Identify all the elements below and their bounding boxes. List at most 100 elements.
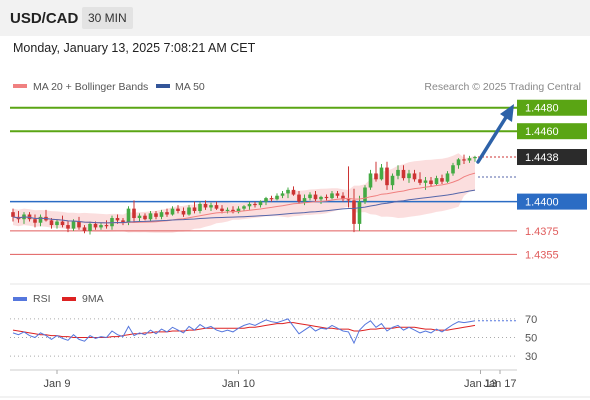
candle-body xyxy=(330,193,334,199)
ma9-legend-label: 9MA xyxy=(82,293,104,305)
candle-body xyxy=(302,198,307,202)
rsi-tick-label: 50 xyxy=(525,333,537,345)
x-tick-label: Jan 9 xyxy=(44,378,71,390)
candle-body xyxy=(27,214,32,220)
candle-body xyxy=(423,180,428,183)
candle-body xyxy=(214,205,219,209)
last-price-label: 1.4438 xyxy=(525,152,559,164)
candle-body xyxy=(148,213,153,220)
ma50-legend-label: MA 50 xyxy=(175,81,205,93)
support-label: 1.4375 xyxy=(525,226,559,238)
symbol-title: USD/CAD xyxy=(10,10,79,27)
candle-body xyxy=(115,218,120,221)
candle-body xyxy=(38,216,43,223)
candle-body xyxy=(198,203,202,211)
candle-body xyxy=(313,194,318,200)
candle-body xyxy=(269,198,274,200)
candle-body xyxy=(275,195,279,200)
ma9-line xyxy=(12,322,476,338)
support-label: 1.4355 xyxy=(525,249,559,261)
candle-body xyxy=(445,173,450,182)
candle-body xyxy=(297,194,301,202)
candle-body xyxy=(418,179,422,183)
candle-body xyxy=(77,221,81,228)
candle-body xyxy=(93,223,98,228)
candle-body xyxy=(159,212,164,217)
candle-body xyxy=(132,208,136,219)
candle-body xyxy=(462,159,466,161)
candle-body xyxy=(247,203,252,207)
bb-legend-swatch xyxy=(13,84,27,88)
candle-body xyxy=(203,203,208,208)
candle-body xyxy=(264,198,268,202)
candle-body xyxy=(82,227,87,231)
resistance-label: 1.4480 xyxy=(525,103,559,115)
candle-body xyxy=(231,209,235,213)
candle-body xyxy=(99,225,103,228)
candle-body xyxy=(71,221,76,229)
rsi-legend-label: RSI xyxy=(33,293,51,305)
candle-body xyxy=(165,212,169,215)
x-tick-label: Jan 17 xyxy=(483,378,516,390)
candle-body xyxy=(374,173,378,180)
candle-body xyxy=(467,158,472,161)
candle-body xyxy=(440,178,444,182)
timestamp: Monday, January 13, 2025 7:08:21 AM CET xyxy=(13,41,256,55)
candle-body xyxy=(176,208,180,211)
candle-body xyxy=(88,223,92,231)
candle-body xyxy=(357,201,362,224)
candle-body xyxy=(308,194,312,199)
x-tick-label: Jan 10 xyxy=(222,378,255,390)
forecast-arrow xyxy=(476,112,510,164)
candle-body xyxy=(401,169,406,179)
rsi-legend-swatch xyxy=(13,297,27,301)
candle-body xyxy=(473,157,477,159)
candle-body xyxy=(104,225,109,227)
bollinger-band-area xyxy=(13,153,475,233)
candle-body xyxy=(379,167,384,180)
candle-body xyxy=(407,173,411,179)
ma50-legend-swatch xyxy=(156,84,170,88)
candle-body xyxy=(280,193,285,196)
candle-body xyxy=(341,195,345,200)
candle-body xyxy=(55,221,59,226)
candle-body xyxy=(456,159,461,166)
candle-body xyxy=(291,189,296,195)
candle-body xyxy=(137,215,142,219)
chart-header: USD/CAD 30 MIN xyxy=(0,0,590,36)
candle-body xyxy=(352,200,356,224)
candle-body xyxy=(143,215,147,220)
rsi-tick-label: 70 xyxy=(525,314,537,326)
candle-body xyxy=(121,220,125,223)
resistance-label: 1.4460 xyxy=(525,126,559,138)
candle-body xyxy=(209,205,213,208)
x-tick-label: Jan 13 xyxy=(464,378,497,390)
candle-body xyxy=(110,218,114,227)
candle-body xyxy=(225,209,230,211)
resistance-label-box xyxy=(517,99,587,116)
candle-body xyxy=(49,220,54,226)
candle-body xyxy=(429,180,433,184)
candle-body xyxy=(66,225,70,229)
candle-body xyxy=(346,199,351,201)
candle-body xyxy=(220,208,224,211)
forecast-arrowhead xyxy=(500,104,514,122)
ma50-line xyxy=(12,189,476,224)
candle-body xyxy=(192,207,197,211)
candle-body xyxy=(181,210,186,215)
candle-body xyxy=(412,173,417,180)
candle-body xyxy=(154,213,158,217)
rsi-line xyxy=(12,318,476,345)
candle-body xyxy=(126,208,131,223)
candle-body xyxy=(324,196,329,199)
candle-body xyxy=(385,167,389,186)
rsi-tick-label: 30 xyxy=(525,351,537,363)
candle-body xyxy=(11,212,15,217)
candle-body xyxy=(258,201,263,206)
credit-text: Research © 2025 Trading Central xyxy=(424,81,581,93)
ma9-legend-swatch xyxy=(62,297,76,301)
candle-body xyxy=(434,178,439,184)
pivot-label-box xyxy=(517,193,587,210)
interval-badge[interactable]: 30 MIN xyxy=(82,7,133,29)
candle-body xyxy=(242,206,246,209)
